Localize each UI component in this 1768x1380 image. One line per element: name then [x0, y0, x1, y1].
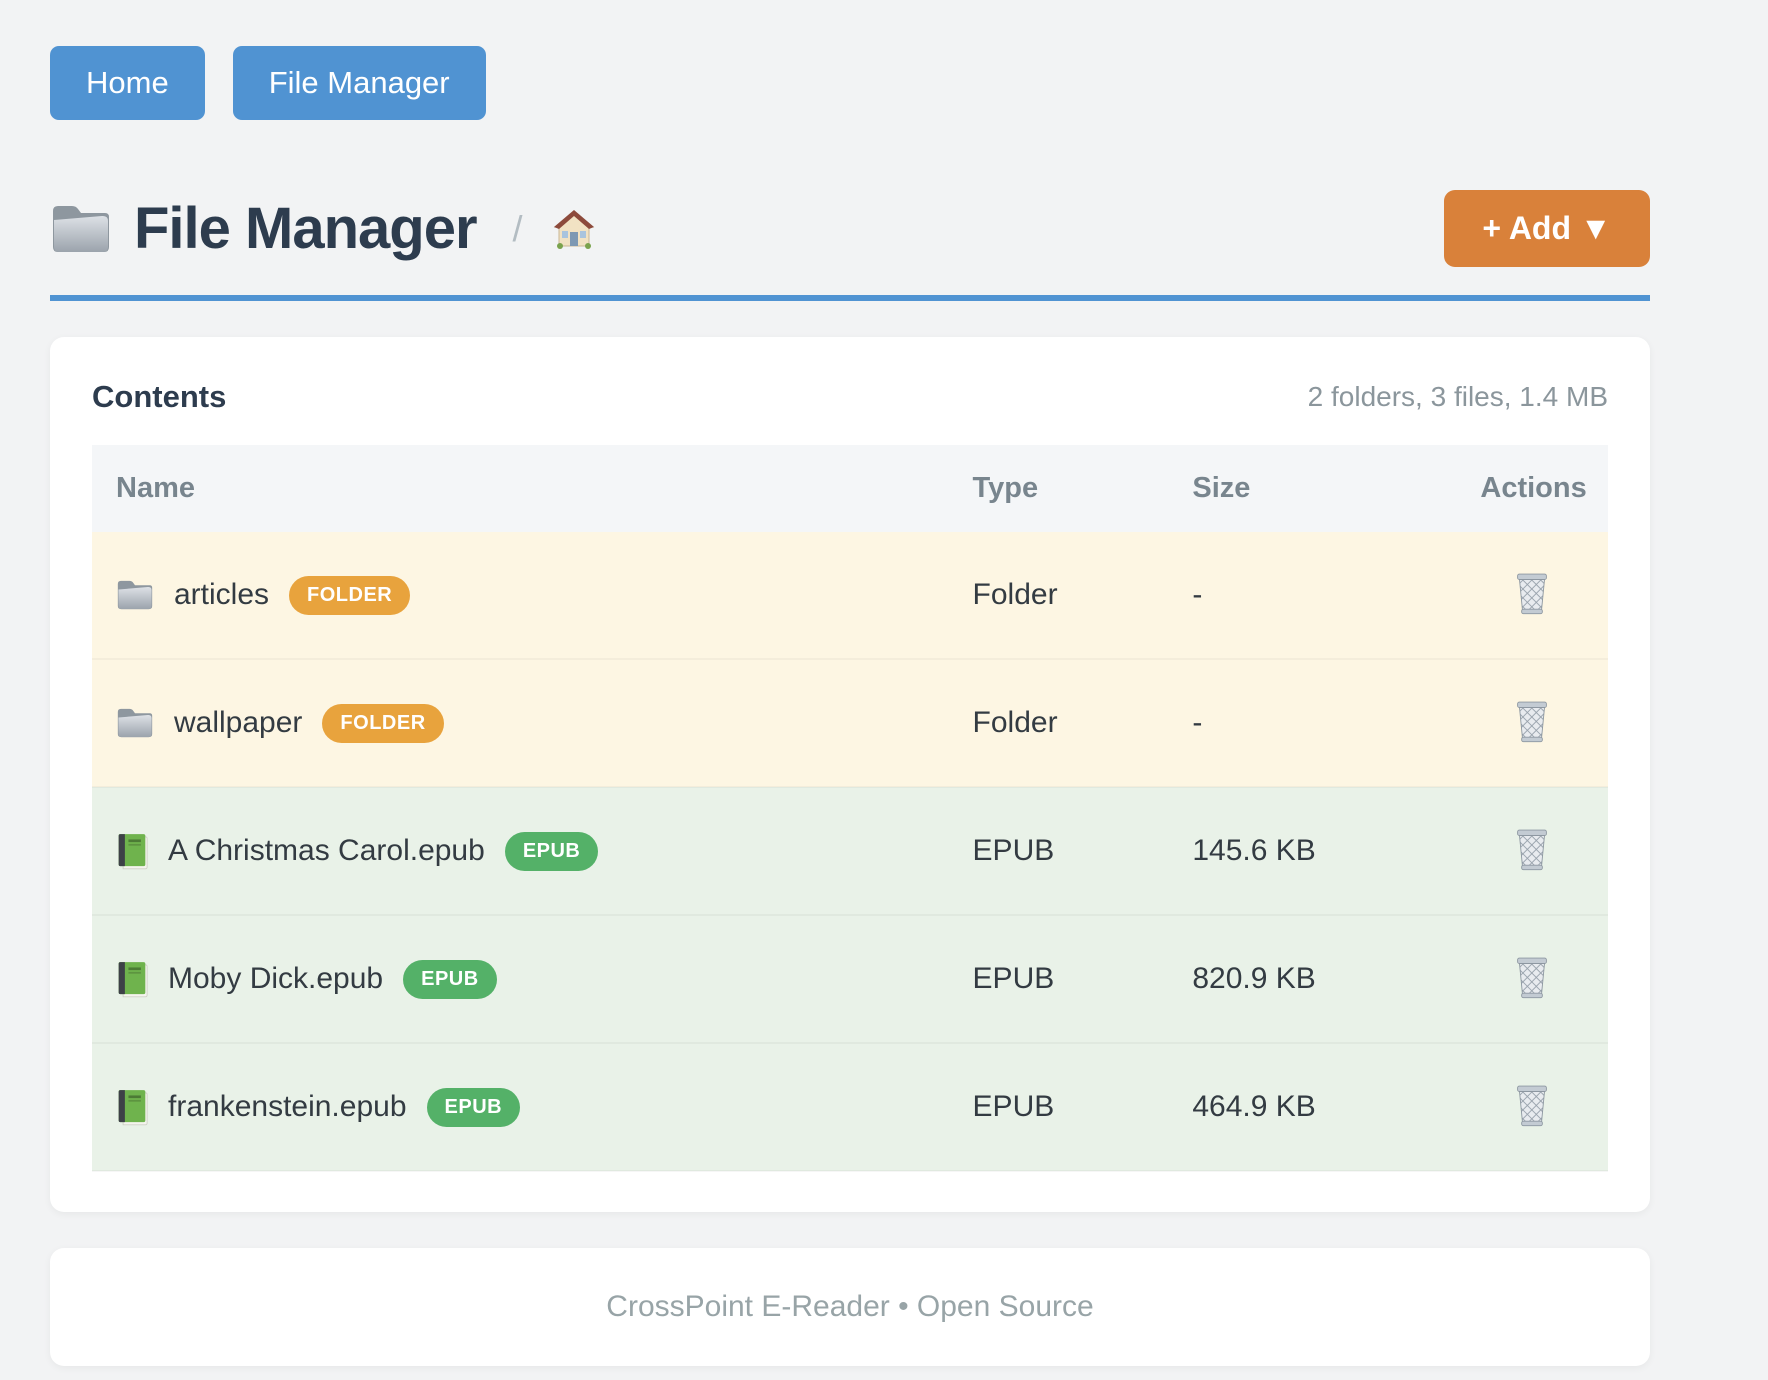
- type-badge: EPUB: [426, 1087, 521, 1127]
- file-name: articles: [174, 578, 270, 611]
- house-icon[interactable]: [553, 208, 595, 250]
- trash-icon: [1514, 570, 1550, 616]
- file-type: Folder: [972, 706, 1058, 739]
- type-badge: FOLDER: [322, 703, 444, 743]
- trash-icon: [1514, 698, 1550, 744]
- trash-icon: [1514, 954, 1550, 1000]
- title-divider: [50, 295, 1650, 301]
- table-header-row: Name Type Size Actions: [92, 445, 1608, 532]
- breadcrumb-separator: /: [512, 207, 523, 249]
- footer-card: CrossPoint E-Reader • Open Source: [50, 1248, 1650, 1366]
- file-name: A Christmas Carol.epub: [168, 834, 485, 867]
- contents-heading: Contents: [92, 379, 227, 414]
- file-type: EPUB: [972, 1090, 1055, 1123]
- file-size: 145.6 KB: [1192, 834, 1316, 867]
- contents-header: Contents 2 folders, 3 files, 1.4 MB: [92, 379, 1608, 415]
- file-manager-button[interactable]: File Manager: [232, 46, 486, 120]
- column-header-size: Size: [1168, 445, 1457, 532]
- table-row[interactable]: wallpaper FOLDER Folder -: [92, 659, 1608, 787]
- delete-button[interactable]: [1510, 950, 1554, 1004]
- footer-text: CrossPoint E-Reader • Open Source: [606, 1290, 1094, 1323]
- file-name: wallpaper: [174, 706, 303, 739]
- table-row[interactable]: Moby Dick.epub EPUB EPUB 820.9 KB: [92, 915, 1608, 1043]
- type-badge: FOLDER: [289, 575, 411, 615]
- file-type: Folder: [972, 578, 1058, 611]
- table-row[interactable]: A Christmas Carol.epub EPUB EPUB 145.6 K…: [92, 787, 1608, 915]
- book-icon: [116, 960, 148, 998]
- file-size: 820.9 KB: [1192, 962, 1316, 995]
- type-badge: EPUB: [504, 831, 599, 871]
- add-button[interactable]: + Add ▼: [1444, 190, 1650, 267]
- title-row: File Manager / + Add ▼: [50, 190, 1650, 267]
- home-button[interactable]: Home: [50, 46, 205, 120]
- table-row[interactable]: articles FOLDER Folder -: [92, 532, 1608, 659]
- contents-summary: 2 folders, 3 files, 1.4 MB: [1307, 381, 1608, 412]
- file-table: Name Type Size Actions: [92, 445, 1608, 1172]
- type-badge: EPUB: [403, 959, 497, 999]
- folder-icon: [50, 203, 112, 255]
- column-header-actions: Actions: [1456, 445, 1608, 532]
- column-header-type: Type: [948, 445, 1169, 532]
- delete-button[interactable]: [1510, 1078, 1554, 1132]
- top-nav: Home File Manager: [50, 0, 1650, 120]
- file-table-body: articles FOLDER Folder -: [92, 532, 1608, 1171]
- contents-card: Contents 2 folders, 3 files, 1.4 MB Name…: [50, 337, 1650, 1212]
- book-icon: [116, 1088, 148, 1126]
- page-container: Home File Manager File Manager /: [50, 0, 1650, 1366]
- file-type: EPUB: [972, 834, 1055, 867]
- delete-button[interactable]: [1510, 566, 1554, 620]
- table-row[interactable]: frankenstein.epub EPUB EPUB 464.9 KB: [92, 1043, 1608, 1171]
- folder-icon: [116, 579, 154, 611]
- file-type: EPUB: [972, 962, 1055, 995]
- delete-button[interactable]: [1510, 822, 1554, 876]
- file-name: frankenstein.epub: [168, 1090, 407, 1123]
- title-group: File Manager /: [50, 195, 595, 262]
- file-size: -: [1192, 578, 1203, 611]
- page-title: File Manager: [134, 196, 478, 261]
- trash-icon: [1514, 826, 1550, 872]
- column-header-name: Name: [92, 445, 949, 532]
- book-icon: [116, 832, 148, 870]
- file-size: -: [1192, 706, 1203, 739]
- trash-icon: [1514, 1082, 1550, 1128]
- file-size: 464.9 KB: [1192, 1090, 1316, 1123]
- folder-icon: [116, 707, 154, 739]
- delete-button[interactable]: [1510, 694, 1554, 748]
- file-name: Moby Dick.epub: [168, 962, 384, 995]
